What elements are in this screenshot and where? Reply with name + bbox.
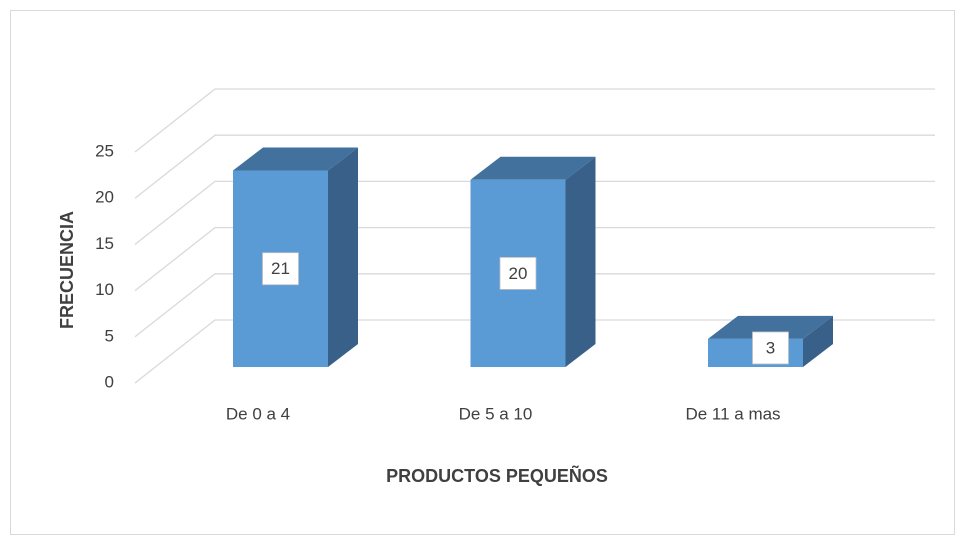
bar-top xyxy=(708,315,833,339)
grid-line xyxy=(134,273,935,338)
bar-side xyxy=(803,315,833,367)
y-axis-title: FRECUENCIA xyxy=(57,211,77,329)
y-tick-label: 25 xyxy=(95,141,114,160)
x-axis-title: PRODUCTOS PEQUEÑOS xyxy=(386,465,608,486)
grid-line xyxy=(134,88,935,153)
value-label-box xyxy=(499,256,537,290)
value-label-box xyxy=(752,331,789,365)
bar-side xyxy=(565,156,596,367)
y-tick-label: 20 xyxy=(95,188,114,207)
value-label: 21 xyxy=(271,259,290,278)
bar-top xyxy=(470,156,596,180)
grid-line xyxy=(134,226,935,292)
bar xyxy=(233,147,358,367)
value-label-box xyxy=(262,252,299,286)
grid-line xyxy=(134,319,935,384)
grid-line xyxy=(134,180,935,245)
y-tick-label: 15 xyxy=(95,234,114,253)
y-tick-label: 5 xyxy=(105,326,114,345)
bar xyxy=(470,156,596,367)
y-tick-label: 0 xyxy=(105,372,114,391)
value-label: 20 xyxy=(509,264,528,283)
x-tick-label: De 5 a 10 xyxy=(459,404,533,423)
y-tick-label: 10 xyxy=(95,280,114,299)
bar-side xyxy=(328,147,358,367)
grid-line xyxy=(134,134,935,199)
bar-top xyxy=(233,147,358,171)
value-label: 3 xyxy=(766,338,775,357)
x-tick-label: De 11 a mas xyxy=(685,404,780,423)
x-tick-label: De 0 a 4 xyxy=(226,404,290,423)
